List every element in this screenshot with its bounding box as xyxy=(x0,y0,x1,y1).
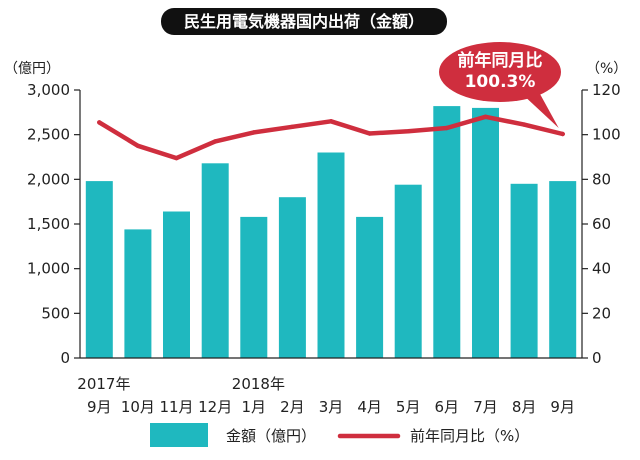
left-tick-label: 3,000 xyxy=(27,81,70,99)
line-point xyxy=(213,139,218,144)
x-tick-label: 3月 xyxy=(319,398,344,416)
bar-series xyxy=(85,106,577,359)
callout-label: 前年同月比 xyxy=(458,50,543,71)
line-point xyxy=(367,131,372,136)
line-point xyxy=(290,124,295,129)
year-label: 2018年 xyxy=(232,375,285,393)
left-tick-label: 1,000 xyxy=(27,260,70,278)
bar xyxy=(510,183,538,358)
left-tick-label: 2,500 xyxy=(27,126,70,144)
chart-title: 民生用電気機器国内出荷（金額） xyxy=(184,12,424,31)
x-tick-label: 12月 xyxy=(198,398,232,416)
x-tick-label: 11月 xyxy=(159,398,193,416)
right-tick-label: 120 xyxy=(592,81,621,99)
left-tick-label: 1,500 xyxy=(27,215,70,233)
x-tick-label: 4月 xyxy=(357,398,382,416)
line-point xyxy=(560,131,565,137)
right-tick-label: 80 xyxy=(592,170,611,188)
right-tick-label: 60 xyxy=(592,215,611,233)
x-tick-label: 2月 xyxy=(280,398,305,416)
bar xyxy=(201,163,229,358)
bar xyxy=(278,197,306,358)
callout-bubble xyxy=(439,42,561,102)
callout-pointer xyxy=(520,92,559,128)
left-axis-unit: （億円） xyxy=(4,61,60,77)
line-point xyxy=(251,130,256,135)
line-series xyxy=(97,114,565,161)
bar xyxy=(394,184,422,358)
year-label: 2017年 xyxy=(77,375,130,393)
x-tick-label: 9月 xyxy=(550,398,575,416)
x-axis-labels: 9月 10月 11月 12月 1月 2月 3月 4月 5月 6月 7月 8月 9月 2017年 2018年 xyxy=(77,375,575,416)
right-tick-label: 40 xyxy=(592,260,611,278)
bar xyxy=(124,229,152,358)
left-tick-label: 2,000 xyxy=(27,170,70,188)
legend-label-bar: 金額（億円） xyxy=(226,427,316,445)
line-point xyxy=(521,122,527,127)
line-point xyxy=(135,143,141,148)
right-tick-label: 0 xyxy=(592,349,602,367)
legend: 金額（億円） 前年同月比（%） xyxy=(150,423,529,447)
x-tick-label: 1月 xyxy=(242,398,267,416)
right-tick-label: 100 xyxy=(592,126,621,144)
line-point xyxy=(444,125,449,131)
right-tick-label: 20 xyxy=(592,304,611,322)
bar xyxy=(549,181,577,358)
right-axis-unit: （%） xyxy=(586,61,627,77)
bar xyxy=(472,107,499,359)
line-point xyxy=(174,155,179,161)
line-point xyxy=(328,119,334,124)
x-tick-label: 5月 xyxy=(396,398,421,416)
tick-labels: 0 500 1,000 1,500 2,000 2,500 3,000 0 20 40 60 80 10… xyxy=(27,81,621,367)
line-point xyxy=(483,114,488,120)
legend-swatch-bar xyxy=(150,423,208,447)
bar xyxy=(317,152,345,358)
bar xyxy=(240,216,268,358)
x-tick-label: 10月 xyxy=(121,398,155,416)
bar xyxy=(163,211,190,358)
left-tick-label: 500 xyxy=(41,304,70,322)
line-point xyxy=(406,129,411,134)
title-box xyxy=(161,8,447,35)
axes xyxy=(74,89,588,359)
legend-label-line: 前年同月比（%） xyxy=(410,427,529,445)
x-tick-label: 6月 xyxy=(435,398,460,416)
bar xyxy=(356,216,384,358)
x-tick-label: 7月 xyxy=(473,398,498,416)
bar xyxy=(433,106,461,358)
callout-value: 100.3% xyxy=(465,72,536,92)
x-tick-label: 8月 xyxy=(512,398,537,416)
line-point xyxy=(97,120,102,125)
bar xyxy=(85,181,113,358)
x-tick-label: 9月 xyxy=(87,398,112,416)
left-tick-label: 0 xyxy=(60,349,70,367)
